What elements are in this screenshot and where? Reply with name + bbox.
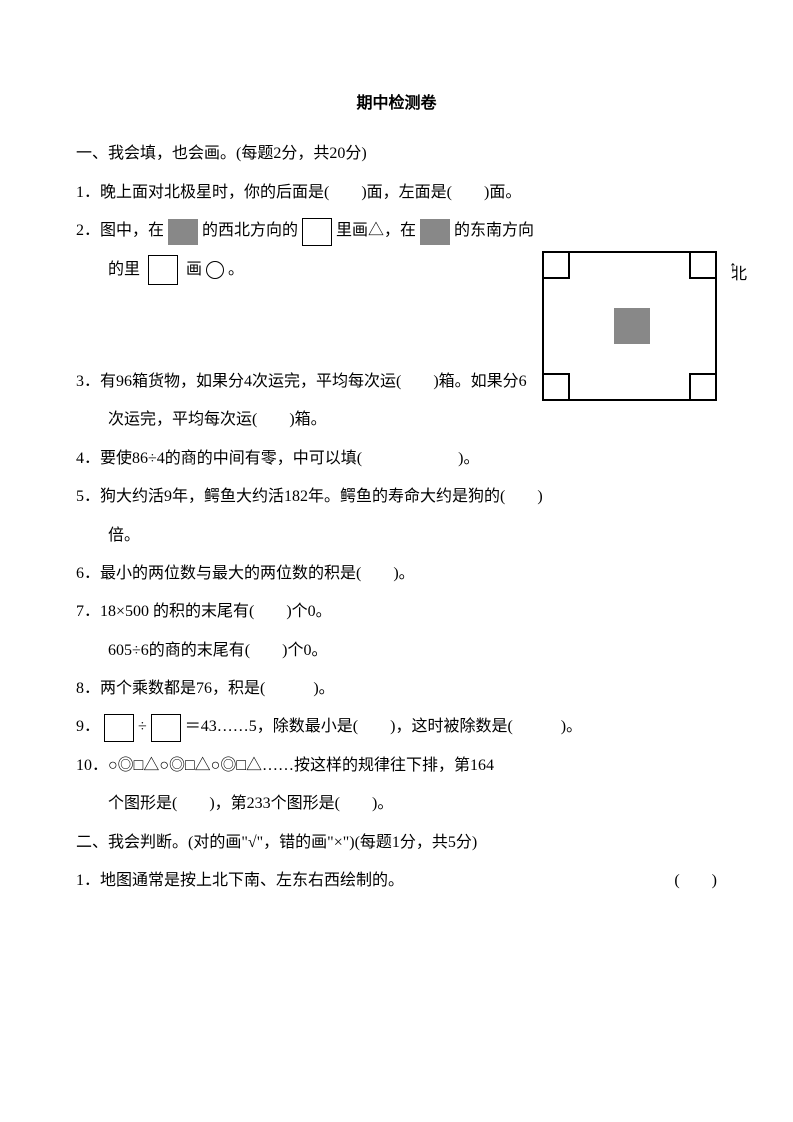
question-3-line1: 3．有96箱货物，如果分4次运完，平均每次运( )箱。如果分6 [76, 363, 717, 401]
question-6: 6．最小的两位数与最大的两位数的积是( )。 [76, 555, 717, 593]
question-3-line2: 次运完，平均每次运( )箱。 [76, 401, 717, 439]
question-2-wrap: 2．图中，在 的西北方向的 里画△，在 的东南方向 的里 画 。 ↑ 北 [76, 212, 717, 363]
question-7-line2: 605÷6的商的末尾有( )个0。 [76, 632, 717, 670]
q2-text-3: 里画△，在 [336, 222, 416, 239]
section2-q1: 1．地图通常是按上北下南、左东右西绘制的。 ( ) [76, 862, 717, 900]
blank-box-icon-2 [151, 714, 181, 742]
gray-square-icon-2 [420, 219, 450, 245]
question-10-line1: 10．○◎□△○◎□△○◎□△……按这样的规律往下排，第164 [76, 747, 717, 785]
q2-text-2: 的西北方向的 [202, 222, 298, 239]
question-8: 8．两个乘数都是76，积是( )。 [76, 670, 717, 708]
exam-title: 期中检测卷 [76, 85, 717, 123]
question-5-line2: 倍。 [76, 517, 717, 555]
diagram-center-square [614, 308, 650, 344]
question-2-line2: 的里 画 。 ↑ 北 [76, 251, 717, 289]
question-10-line2: 个图形是( )，第233个图形是( )。 [76, 785, 717, 823]
q9-text-b: ÷ [138, 718, 147, 735]
circle-icon [206, 261, 224, 279]
question-5-line1: 5．狗大约活9年，鳄鱼大约活182年。鳄鱼的寿命大约是狗的( ) [76, 478, 717, 516]
q2-l2-b: 画 [186, 261, 202, 278]
blank-box-icon [104, 714, 134, 742]
empty-square-icon [302, 218, 332, 246]
question-2-line1: 2．图中，在 的西北方向的 里画△，在 的东南方向 [76, 212, 717, 250]
q2-text-4: 的东南方向 [454, 222, 534, 239]
diagram-corner-tl [542, 251, 570, 279]
question-4: 4．要使86÷4的商的中间有零，中可以填( )。 [76, 440, 717, 478]
q2-text-1: 2．图中，在 [76, 222, 164, 239]
question-9: 9． ÷ ＝43……5，除数最小是( )，这时被除数是( )。 [76, 708, 717, 746]
north-label: 北 [699, 265, 747, 284]
q2-l2-c: 。 [228, 261, 244, 278]
gray-square-icon [168, 219, 198, 245]
q9-text-c: ＝43……5，除数最小是( )，这时被除数是( )。 [185, 718, 582, 735]
section2-header: 二、我会判断。(对的画"√"，错的画"×")(每题1分，共5分) [76, 824, 717, 862]
s2-q1-paren: ( ) [674, 862, 717, 900]
question-7-line1: 7．18×500 的积的末尾有( )个0。 [76, 593, 717, 631]
q2-l2-a: 的里 [108, 261, 140, 278]
s2-q1-text: 1．地图通常是按上北下南、左东右西绘制的。 [76, 862, 404, 900]
section1-header: 一、我会填，也会画。(每题2分，共20分) [76, 135, 717, 173]
empty-square-icon-2 [148, 255, 178, 285]
question-1: 1．晚上面对北极星时，你的后面是( )面，左面是( )面。 [76, 174, 717, 212]
q9-text-a: 9． [76, 718, 100, 735]
